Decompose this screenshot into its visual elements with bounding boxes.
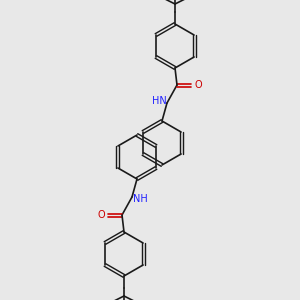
Text: O: O (97, 210, 105, 220)
Text: HN: HN (152, 96, 166, 106)
Text: O: O (194, 80, 202, 90)
Text: NH: NH (133, 194, 147, 204)
